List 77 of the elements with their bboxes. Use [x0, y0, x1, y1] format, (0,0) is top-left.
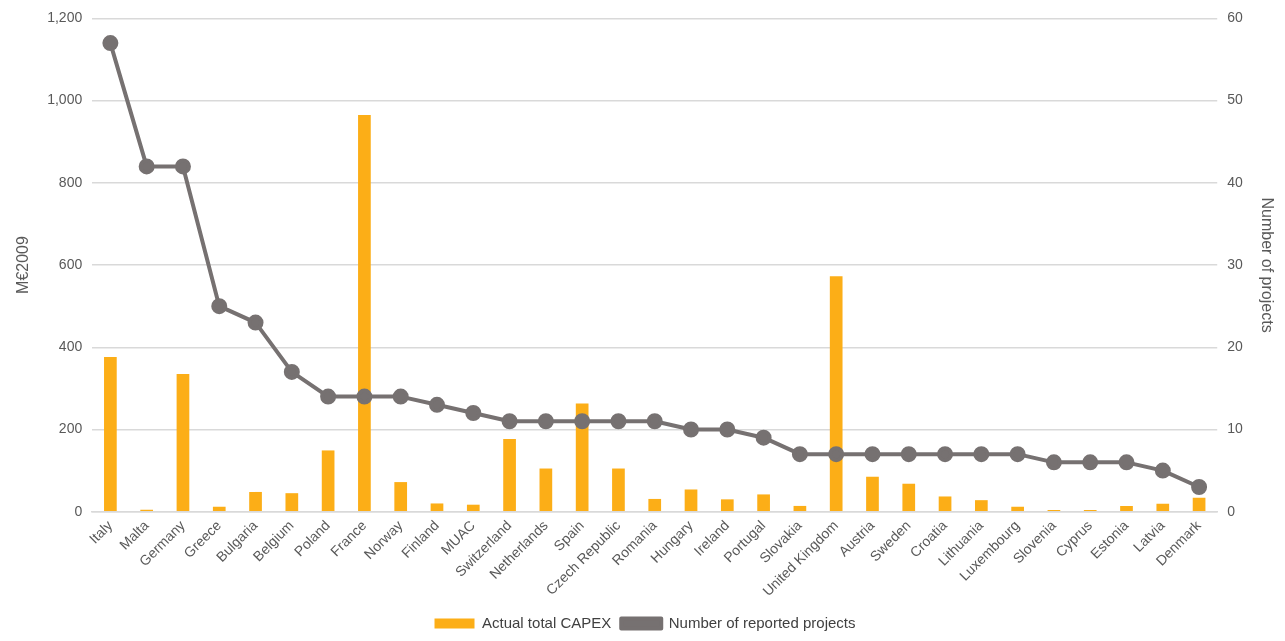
bar [466, 504, 480, 511]
point [356, 388, 373, 405]
y2-tick-label: 60 [1227, 9, 1244, 26]
point [138, 158, 155, 175]
bar [285, 493, 299, 511]
bar [1011, 506, 1024, 511]
legend-label: Number of reported projects [668, 613, 856, 631]
bar [503, 438, 516, 511]
point [102, 35, 119, 52]
bar [684, 489, 698, 511]
bar [829, 276, 843, 511]
y-tick-label: 800 [58, 173, 83, 190]
point [428, 396, 445, 413]
bar [938, 496, 952, 511]
point [1191, 479, 1208, 496]
bar [1156, 503, 1170, 511]
point [610, 413, 627, 430]
y-axis-title: M€2009 [14, 236, 32, 294]
y-tick-label: 1,200 [47, 9, 83, 26]
point [320, 388, 337, 405]
point [1118, 454, 1135, 471]
point [719, 421, 736, 438]
point [791, 446, 808, 463]
bar [539, 468, 553, 511]
y2-tick-label: 20 [1227, 338, 1244, 355]
y2-tick-label: 50 [1227, 91, 1244, 108]
bar [104, 357, 117, 511]
bar [612, 468, 625, 511]
point [864, 446, 881, 463]
point [247, 314, 264, 331]
point [537, 413, 554, 430]
bar [648, 498, 662, 511]
point [828, 446, 845, 463]
point [937, 446, 954, 463]
point [683, 421, 700, 438]
point [755, 429, 772, 446]
point [646, 413, 663, 430]
bar [866, 476, 879, 511]
point [1009, 446, 1026, 463]
bar [793, 505, 807, 511]
y2-tick-label: 0 [1227, 502, 1236, 519]
point [211, 298, 228, 315]
y-tick-label: 600 [58, 255, 83, 272]
bar [974, 500, 988, 511]
y-tick-label: 400 [58, 338, 83, 355]
point [501, 413, 518, 430]
y-tick-label: 1,000 [47, 91, 83, 108]
point [283, 363, 300, 380]
point [900, 446, 917, 463]
x-tick-label: Italy [85, 517, 116, 547]
bar [176, 373, 190, 511]
y-tick-label: 0 [74, 502, 83, 519]
bar [902, 483, 916, 511]
y-tick-label: 200 [58, 420, 83, 437]
point [1045, 454, 1062, 471]
y2-tick-label: 40 [1227, 173, 1244, 190]
y2-axis-title: Number of projects [1258, 197, 1276, 333]
bar [321, 450, 335, 511]
bar [394, 482, 408, 511]
bar [1120, 505, 1133, 511]
point [973, 446, 990, 463]
bar [430, 503, 444, 511]
bar [757, 494, 770, 511]
point [174, 158, 191, 175]
point [1082, 454, 1099, 471]
bar [212, 506, 226, 511]
bar [720, 499, 734, 511]
bar [249, 491, 262, 511]
point [465, 405, 482, 422]
bar [358, 115, 371, 511]
y2-tick-label: 30 [1227, 255, 1244, 272]
bar [1192, 497, 1206, 511]
point [574, 413, 591, 430]
point [1154, 462, 1171, 479]
point [392, 388, 409, 405]
legend-label: Actual total CAPEX [482, 613, 612, 631]
y2-tick-label: 10 [1227, 420, 1244, 437]
